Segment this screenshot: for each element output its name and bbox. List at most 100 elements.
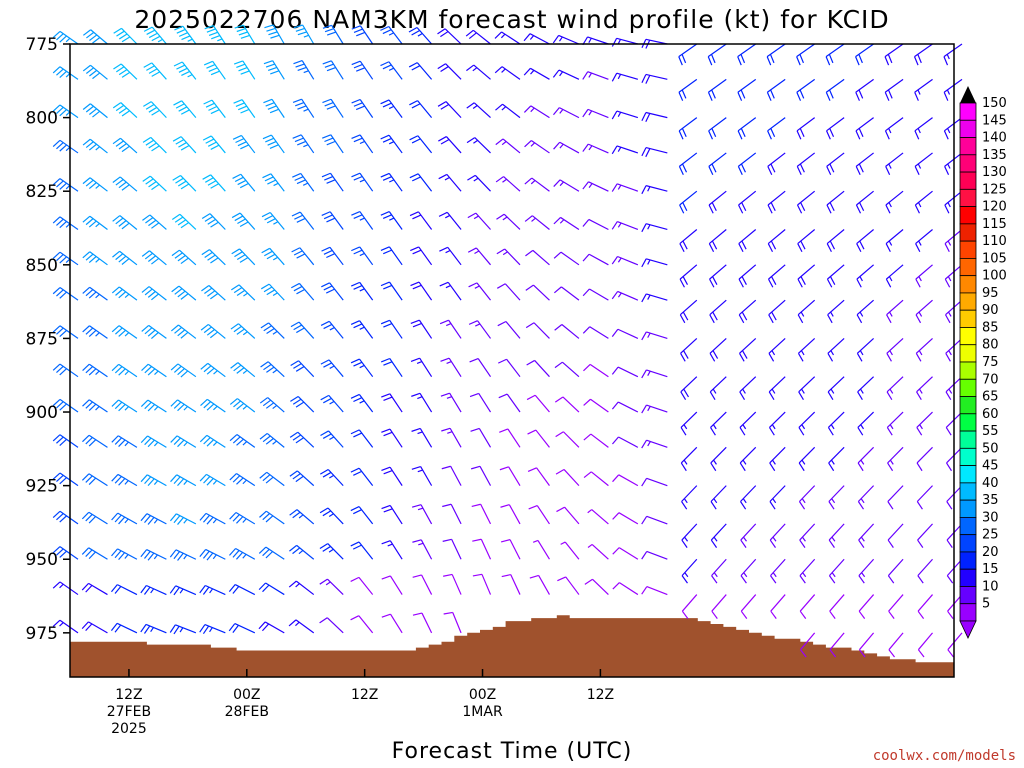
wind-barb bbox=[82, 215, 108, 230]
wind-barb bbox=[113, 27, 138, 45]
wind-barb bbox=[738, 229, 757, 253]
wind-barb bbox=[202, 135, 226, 154]
wind-barb bbox=[441, 427, 462, 448]
wind-barb bbox=[553, 286, 580, 301]
wind-barb bbox=[82, 434, 108, 448]
wind-barb bbox=[111, 286, 138, 301]
wind-barb bbox=[467, 174, 491, 192]
wind-barb bbox=[410, 357, 433, 378]
wind-barb bbox=[169, 549, 197, 561]
colorbar-label: 75 bbox=[982, 355, 999, 370]
colorbar-swatch bbox=[959, 275, 977, 294]
wind-barb bbox=[469, 357, 492, 378]
wind-barb bbox=[291, 211, 315, 230]
wind-barb bbox=[201, 249, 226, 266]
wind-barb bbox=[798, 376, 816, 401]
wind-barb bbox=[140, 549, 167, 561]
wind-barb bbox=[380, 61, 403, 80]
wind-barb bbox=[916, 411, 933, 436]
wind-barb bbox=[611, 221, 639, 231]
wind-barb bbox=[319, 617, 344, 634]
colorbar-swatch bbox=[959, 551, 977, 570]
wind-barb bbox=[259, 432, 285, 448]
wind-barb bbox=[201, 213, 226, 230]
wind-barb bbox=[680, 411, 698, 436]
wind-barb bbox=[739, 411, 757, 436]
wind-barb bbox=[886, 411, 904, 436]
wind-barb bbox=[260, 361, 285, 378]
x-tick-label: 12Z bbox=[587, 687, 614, 703]
wind-barb bbox=[680, 376, 698, 401]
wind-barb bbox=[582, 326, 609, 339]
wind-barb bbox=[466, 64, 491, 80]
wind-barb bbox=[553, 141, 580, 154]
plot-frame bbox=[69, 43, 955, 678]
wind-barb bbox=[495, 138, 521, 154]
wind-barb bbox=[111, 363, 138, 378]
colorbar-label: 15 bbox=[982, 562, 999, 577]
wind-barb bbox=[914, 152, 933, 176]
wind-barb bbox=[917, 594, 933, 619]
wind-barb bbox=[555, 431, 580, 448]
wind-barb bbox=[350, 429, 374, 448]
wind-barb bbox=[52, 325, 79, 339]
wind-barb bbox=[496, 283, 521, 301]
wind-barb bbox=[230, 323, 256, 339]
wind-barb bbox=[199, 512, 226, 525]
wind-barb bbox=[82, 286, 108, 301]
wind-barb bbox=[583, 433, 609, 448]
wind-barb bbox=[678, 43, 698, 66]
wind-barb bbox=[410, 319, 433, 339]
wind-barb bbox=[768, 337, 786, 362]
wind-barb bbox=[767, 117, 786, 140]
wind-barb bbox=[171, 213, 197, 230]
wind-barb bbox=[411, 504, 433, 525]
wind-barb bbox=[641, 293, 668, 303]
wind-barb bbox=[887, 446, 904, 472]
wind-barb bbox=[739, 376, 757, 401]
wind-barb bbox=[292, 98, 315, 118]
wind-barb bbox=[914, 78, 933, 101]
wind-barb bbox=[641, 585, 668, 596]
wind-barb bbox=[707, 43, 727, 66]
wind-barb bbox=[708, 152, 727, 176]
wind-barb bbox=[172, 136, 197, 154]
wind-barb bbox=[527, 467, 550, 486]
wind-barb bbox=[681, 558, 698, 584]
wind-barb bbox=[380, 25, 403, 45]
wind-barb bbox=[262, 173, 285, 192]
wind-barb bbox=[798, 485, 816, 510]
wind-barb bbox=[441, 465, 462, 486]
wind-barb bbox=[828, 446, 845, 472]
wind-barb bbox=[320, 394, 344, 413]
wind-barb bbox=[112, 102, 138, 119]
wind-barb bbox=[678, 117, 698, 140]
wind-barb bbox=[499, 428, 521, 448]
wind-barb bbox=[857, 411, 875, 436]
wind-barb bbox=[943, 78, 963, 101]
colorbar-swatch bbox=[959, 240, 977, 259]
colorbar-label: 30 bbox=[982, 510, 999, 525]
colorbar-swatch bbox=[959, 430, 977, 449]
wind-barb bbox=[111, 399, 138, 413]
wind-barb bbox=[740, 485, 757, 510]
colorbar-swatch bbox=[959, 396, 977, 415]
wind-barb bbox=[770, 594, 786, 619]
wind-barb bbox=[495, 103, 521, 119]
wind-barb bbox=[229, 547, 256, 560]
wind-barb bbox=[796, 43, 816, 66]
wind-barb bbox=[641, 147, 668, 158]
wind-barb bbox=[798, 446, 816, 472]
wind-barb bbox=[855, 190, 874, 214]
colorbar: 1501451401351301251201151101051009590858… bbox=[959, 86, 1007, 639]
wind-barb bbox=[680, 446, 698, 472]
wind-barb bbox=[612, 582, 639, 596]
wind-barb bbox=[291, 247, 315, 266]
y-tick-label: 975 bbox=[26, 624, 58, 644]
colorbar-swatch bbox=[959, 309, 977, 328]
wind-barb bbox=[81, 473, 108, 487]
wind-barb bbox=[202, 174, 226, 192]
wind-barb bbox=[711, 594, 727, 619]
wind-barb bbox=[258, 582, 285, 596]
wind-barb bbox=[440, 392, 462, 413]
